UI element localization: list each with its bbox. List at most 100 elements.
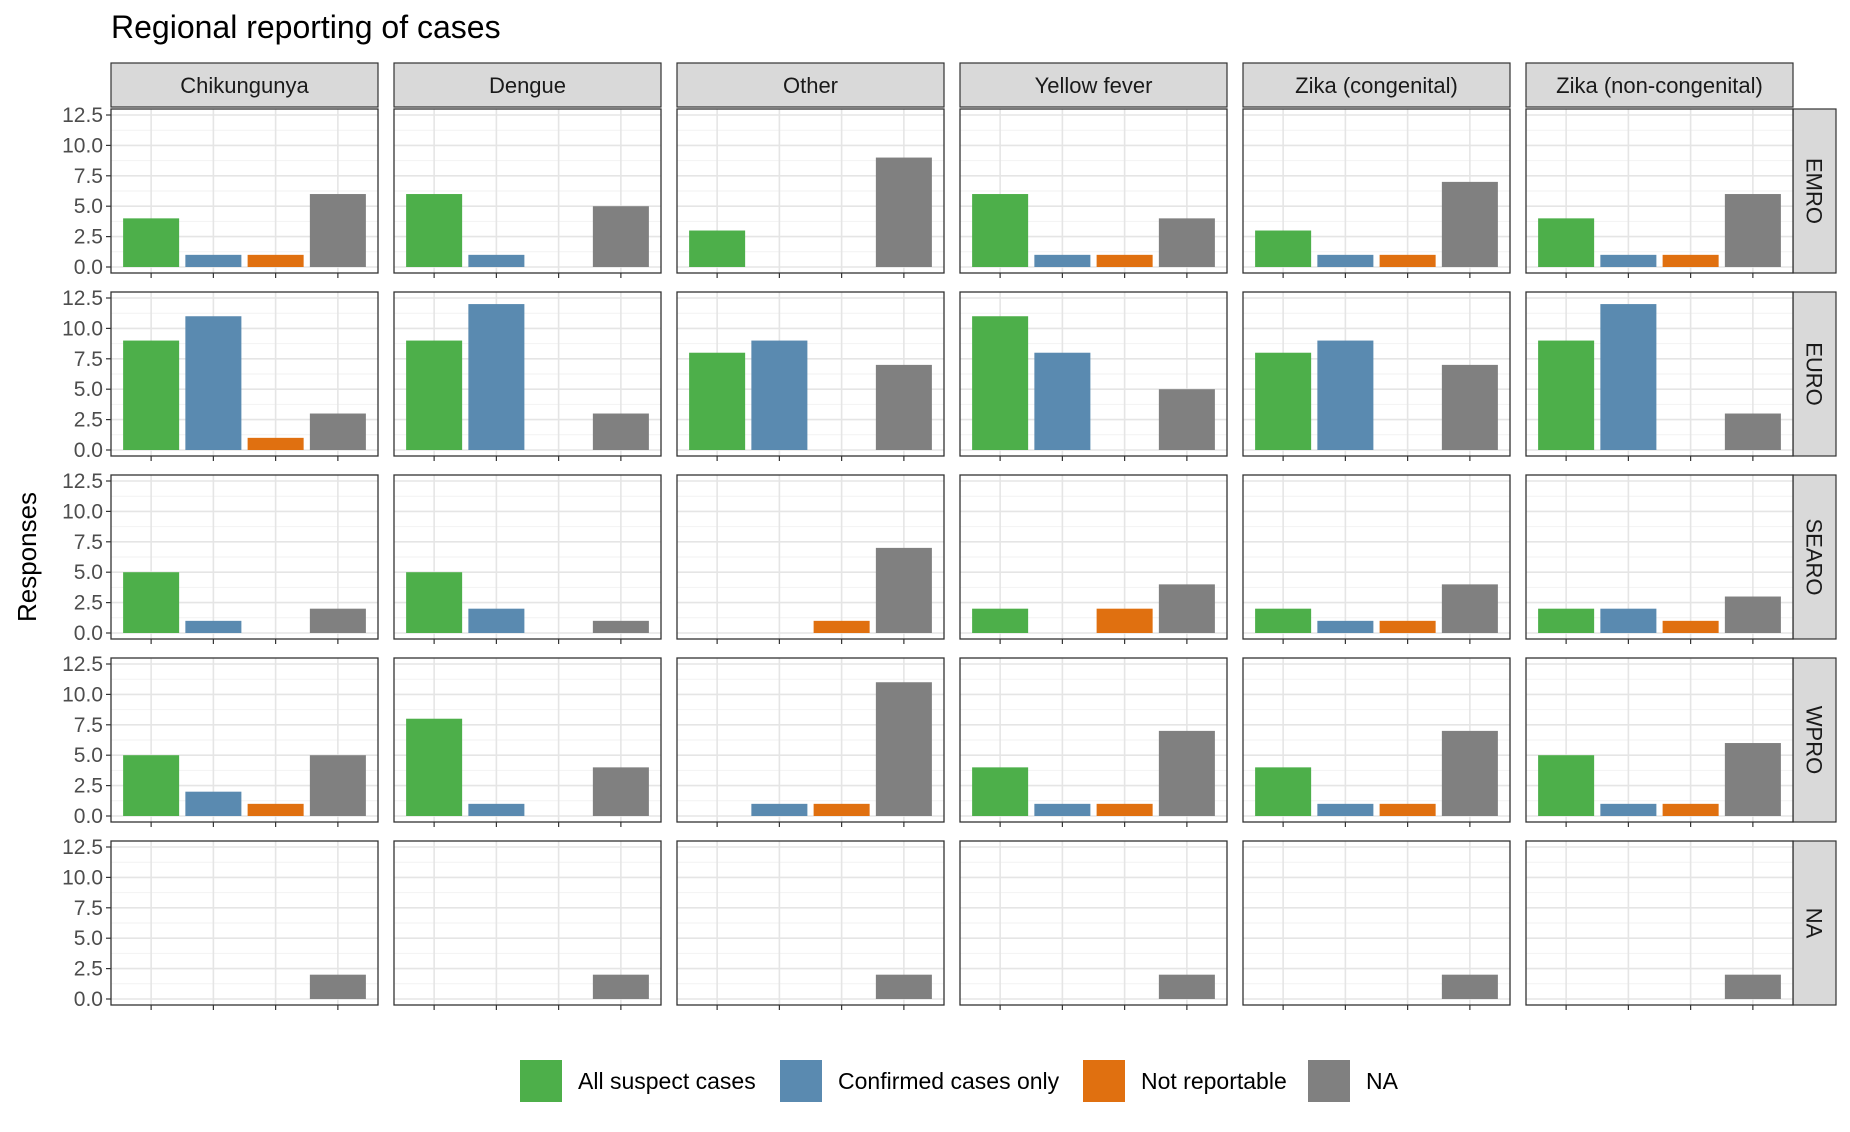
- bar-wpro-yellow-fever-all-suspect-cases: [972, 767, 1029, 816]
- bar-euro-dengue-confirmed-cases-only: [468, 304, 525, 450]
- y-axis-label: Responses: [12, 492, 42, 622]
- bar-wpro-dengue-all-suspect-cases: [406, 718, 463, 816]
- y-tick-label: 5.0: [74, 195, 103, 218]
- bar-searo-chikungunya-confirmed-cases-only: [185, 620, 242, 633]
- bar-searo-zika-congenital-na: [1441, 584, 1498, 633]
- bar-emro-dengue-all-suspect-cases: [406, 194, 463, 267]
- panel-border: [676, 291, 945, 457]
- bar-euro-other-na: [875, 364, 932, 450]
- y-tick-label: 5.0: [74, 561, 103, 584]
- y-tick-label: 12.5: [62, 653, 103, 676]
- bar-na-zika-non-congenital-na: [1724, 974, 1781, 999]
- bar-wpro-zika-non-congenital-na: [1724, 743, 1781, 816]
- bar-euro-chikungunya-confirmed-cases-only: [185, 316, 242, 450]
- bar-wpro-zika-non-congenital-confirmed-cases-only: [1600, 803, 1657, 816]
- bar-searo-zika-non-congenital-not-reportable: [1662, 620, 1719, 633]
- bar-emro-zika-non-congenital-confirmed-cases-only: [1600, 254, 1657, 267]
- bar-emro-chikungunya-all-suspect-cases: [123, 218, 180, 267]
- bar-emro-chikungunya-not-reportable: [247, 254, 304, 267]
- facet-label-other: Other: [783, 73, 838, 98]
- bar-emro-yellow-fever-all-suspect-cases: [972, 194, 1029, 267]
- y-tick-label: 5.0: [74, 378, 103, 401]
- legend-label-na: NA: [1366, 1068, 1399, 1094]
- panel-border: [959, 657, 1228, 823]
- y-tick-label: 12.5: [62, 836, 103, 859]
- row-label-na: NA: [1802, 908, 1827, 939]
- bar-euro-yellow-fever-all-suspect-cases: [972, 316, 1029, 450]
- bar-searo-dengue-all-suspect-cases: [406, 572, 463, 633]
- panel-border: [110, 291, 379, 457]
- panel-border: [1525, 108, 1794, 274]
- panel-border: [959, 474, 1228, 640]
- facet-strip-other: [676, 62, 945, 108]
- bar-searo-zika-non-congenital-confirmed-cases-only: [1600, 608, 1657, 633]
- panel-border: [959, 108, 1228, 274]
- bar-searo-zika-congenital-all-suspect-cases: [1255, 608, 1312, 633]
- facet-strip-yellow-fever: [959, 62, 1228, 108]
- bar-searo-other-not-reportable: [813, 620, 870, 633]
- panel-border: [676, 108, 945, 274]
- panel-border: [1242, 474, 1511, 640]
- y-tick-label: 10.0: [62, 134, 103, 157]
- y-tick-label: 7.5: [74, 348, 103, 371]
- facet-label-yellow-fever: Yellow fever: [1035, 73, 1153, 98]
- y-tick-label: 5.0: [74, 744, 103, 767]
- bar-wpro-other-not-reportable: [813, 803, 870, 816]
- bar-wpro-zika-congenital-confirmed-cases-only: [1317, 803, 1374, 816]
- panel-border: [393, 474, 662, 640]
- panel-border: [1525, 657, 1794, 823]
- bar-na-chikungunya-na: [309, 974, 366, 999]
- y-tick-label: 10.0: [62, 683, 103, 706]
- bar-euro-chikungunya-na: [309, 413, 366, 450]
- bar-searo-yellow-fever-na: [1158, 584, 1215, 633]
- facet-strip-dengue: [393, 62, 662, 108]
- panel-border: [1242, 291, 1511, 457]
- panel-border: [676, 840, 945, 1006]
- facet-strip-chikungunya: [110, 62, 379, 108]
- legend-key-na: [1308, 1060, 1350, 1102]
- bar-wpro-yellow-fever-na: [1158, 730, 1215, 816]
- y-tick-label: 7.5: [74, 897, 103, 920]
- panel-border: [393, 840, 662, 1006]
- row-strip-searo: [1792, 474, 1837, 640]
- bar-wpro-yellow-fever-confirmed-cases-only: [1034, 803, 1091, 816]
- bar-euro-zika-congenital-na: [1441, 364, 1498, 450]
- legend-key-not-reportable: [1083, 1060, 1125, 1102]
- legend-key-confirmed-cases-only: [780, 1060, 822, 1102]
- y-tick-label: 0.0: [74, 256, 103, 279]
- row-label-emro: EMRO: [1802, 158, 1827, 224]
- bar-emro-dengue-confirmed-cases-only: [468, 254, 525, 267]
- panel-border: [1525, 291, 1794, 457]
- facet-label-zika-non-congenital: Zika (non-congenital): [1556, 73, 1763, 98]
- legend-key-all-suspect-cases: [520, 1060, 562, 1102]
- panel-border: [1242, 840, 1511, 1006]
- bar-emro-zika-congenital-all-suspect-cases: [1255, 230, 1312, 267]
- y-tick-label: 2.5: [74, 775, 103, 798]
- bar-euro-zika-congenital-all-suspect-cases: [1255, 352, 1312, 450]
- y-tick-label: 12.5: [62, 104, 103, 127]
- panel-border: [1242, 108, 1511, 274]
- row-label-euro: EURO: [1802, 342, 1827, 406]
- bar-wpro-dengue-confirmed-cases-only: [468, 803, 525, 816]
- row-strip-wpro: [1792, 657, 1837, 823]
- bar-euro-yellow-fever-na: [1158, 389, 1215, 450]
- bar-emro-other-all-suspect-cases: [689, 230, 746, 267]
- y-tick-label: 5.0: [74, 927, 103, 950]
- panel-border: [110, 840, 379, 1006]
- bar-euro-zika-non-congenital-na: [1724, 413, 1781, 450]
- bar-searo-chikungunya-all-suspect-cases: [123, 572, 180, 633]
- bar-euro-yellow-fever-confirmed-cases-only: [1034, 352, 1091, 450]
- facet-label-chikungunya: Chikungunya: [180, 73, 309, 98]
- bar-euro-other-confirmed-cases-only: [751, 340, 808, 450]
- panel-border: [1525, 840, 1794, 1006]
- bar-searo-zika-congenital-confirmed-cases-only: [1317, 620, 1374, 633]
- bar-wpro-chikungunya-na: [309, 755, 366, 816]
- panel-border: [110, 474, 379, 640]
- bar-wpro-other-na: [875, 682, 932, 816]
- bar-emro-chikungunya-confirmed-cases-only: [185, 254, 242, 267]
- bar-na-other-na: [875, 974, 932, 999]
- legend-label-not-reportable: Not reportable: [1141, 1068, 1287, 1094]
- panel-border: [393, 108, 662, 274]
